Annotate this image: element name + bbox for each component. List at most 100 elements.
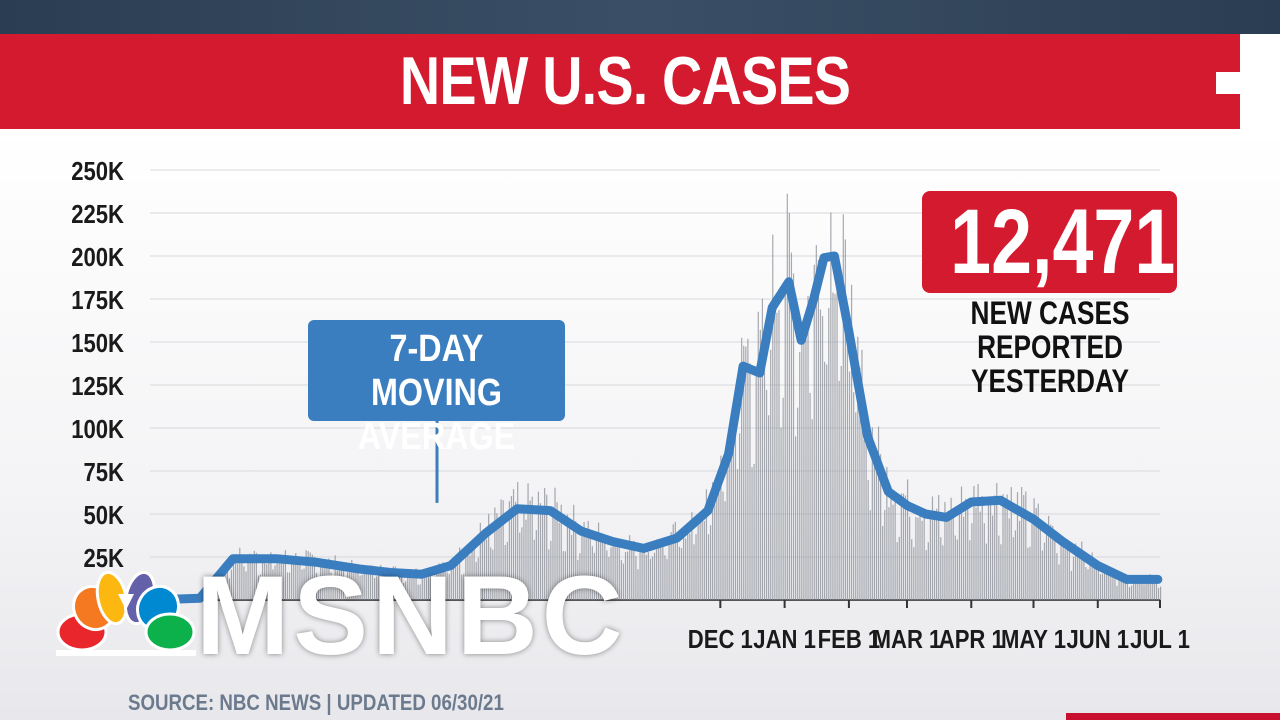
chart-area: 250K 225K 200K 175K 150K 125K 100K 75K 50K 25K DE…: [0, 129, 1280, 720]
daily-bar: [701, 516, 703, 600]
daily-bar: [732, 410, 734, 600]
y-tick-label: 100K: [71, 415, 124, 444]
daily-bar: [1054, 534, 1056, 600]
daily-bar: [303, 568, 305, 600]
daily-bar: [324, 565, 326, 600]
daily-bar: [481, 531, 484, 600]
daily-bar: [322, 562, 324, 600]
daily-bar: [280, 556, 282, 600]
daily-bar: [243, 566, 245, 600]
daily-bar: [1149, 574, 1151, 600]
daily-bar: [1139, 577, 1141, 600]
moving-average-line: [145, 251, 1163, 605]
daily-bar: [235, 558, 237, 600]
daily-bar: [998, 535, 1000, 600]
daily-bar: [709, 525, 712, 600]
daily-bar: [745, 346, 747, 600]
daily-bar: [904, 495, 907, 600]
daily-bar: [643, 547, 645, 600]
daily-bar: [1106, 573, 1108, 600]
daily-bar: [880, 454, 882, 600]
daily-bar: [981, 496, 983, 600]
x-tick-label: MAR 1: [873, 625, 942, 654]
daily-bar: [595, 534, 598, 600]
daily-bar: [896, 542, 898, 600]
daily-bar: [705, 489, 708, 600]
daily-bar: [502, 500, 504, 600]
daily-bar: [382, 573, 384, 600]
daily-bar: [1151, 576, 1153, 600]
daily-bar: [612, 545, 614, 600]
daily-bar: [645, 554, 647, 600]
daily-bar: [915, 516, 917, 600]
daily-bar: [765, 389, 768, 600]
daily-bar: [610, 547, 612, 600]
daily-bar: [392, 566, 394, 600]
daily-bar: [320, 562, 322, 600]
daily-bar: [210, 584, 212, 600]
daily-bar: [295, 553, 297, 600]
daily-bar: [747, 338, 749, 600]
daily-bar: [929, 515, 931, 600]
daily-bar: [571, 534, 573, 600]
source-note: SOURCE: NBC NEWS | UPDATED 06/30/21: [128, 690, 504, 715]
daily-bar: [436, 574, 438, 600]
daily-bar: [488, 513, 490, 600]
daily-bar: [925, 550, 927, 600]
daily-bar: [631, 542, 633, 600]
daily-bar: [1039, 521, 1041, 600]
daily-bar: [712, 482, 714, 600]
daily-bar: [1008, 518, 1010, 600]
x-tick-label: DEC 1: [688, 625, 753, 654]
daily-bar: [454, 561, 457, 600]
daily-bar: [830, 212, 832, 600]
daily-bar: [270, 552, 272, 600]
daily-bar: [305, 550, 307, 600]
daily-bar: [535, 530, 537, 600]
daily-bar: [622, 563, 625, 600]
daily-bar: [1116, 585, 1118, 600]
daily-bar: [282, 557, 284, 600]
daily-bar: [817, 259, 820, 600]
daily-bar: [297, 564, 299, 600]
peacock-icon: [56, 570, 196, 656]
daily-bar: [577, 559, 579, 600]
daily-bar: [504, 544, 506, 600]
daily-bar: [989, 503, 992, 600]
daily-bar: [938, 495, 940, 600]
daily-bar: [351, 559, 353, 600]
daily-bar: [429, 574, 432, 600]
daily-bar: [264, 563, 266, 600]
daily-bar: [527, 483, 529, 600]
daily-bar: [1093, 566, 1095, 600]
daily-bar: [927, 542, 929, 600]
daily-bar: [587, 521, 589, 600]
daily-bar: [328, 558, 330, 600]
daily-bar: [338, 565, 340, 600]
daily-bar: [952, 516, 954, 600]
daily-bar: [794, 436, 797, 600]
daily-bar: [859, 367, 861, 600]
daily-bar: [871, 427, 873, 600]
daily-bar: [1091, 552, 1093, 600]
daily-bar: [734, 433, 737, 600]
daily-bar: [461, 574, 463, 600]
daily-bar: [444, 567, 446, 600]
daily-bar: [600, 541, 602, 600]
daily-bar: [616, 544, 618, 600]
daily-bar: [877, 426, 880, 600]
daily-bar: [821, 316, 824, 600]
daily-bar: [882, 525, 884, 600]
daily-bar: [811, 419, 813, 600]
daily-bar: [699, 517, 701, 600]
daily-bar: [776, 312, 778, 600]
daily-bar: [602, 537, 604, 600]
daily-bar: [649, 558, 652, 600]
daily-bar: [359, 575, 361, 600]
daily-bar: [1027, 547, 1029, 600]
y-tick-label: 175K: [71, 286, 124, 315]
daily-bar: [313, 556, 316, 600]
daily-bar: [394, 566, 396, 600]
daily-bar: [1122, 575, 1124, 600]
callout-line-1: 7-DAY MOVING: [370, 328, 503, 414]
